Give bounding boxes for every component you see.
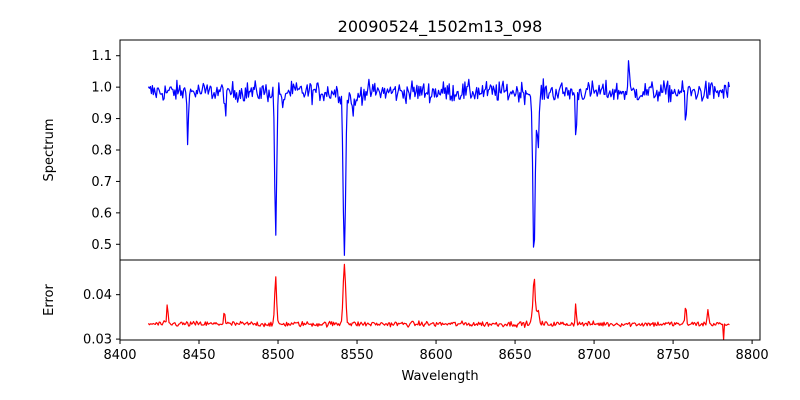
- spectrum-y-axis-label: Spectrum: [42, 119, 57, 182]
- x-tick-label: 8550: [340, 348, 373, 363]
- error-panel: 0.03 0.04 Error: [42, 259, 761, 348]
- x-tick-label: 8800: [736, 348, 769, 363]
- x-axis-label: Wavelength: [401, 369, 478, 384]
- error-y-axis-label: Error: [42, 284, 57, 316]
- x-tick-label: 8650: [499, 348, 532, 363]
- x-tick-label: 8450: [182, 348, 215, 363]
- error-plot-area: [120, 260, 760, 340]
- x-tick-label: 8500: [261, 348, 294, 363]
- spectrum-y-tick-label: 1.0: [91, 81, 112, 96]
- error-y-tick-label: 0.03: [83, 333, 112, 348]
- error-y-ticks: 0.03 0.04: [83, 288, 120, 348]
- spectrum-y-tick-label: 0.6: [91, 206, 112, 221]
- error-y-tick-label: 0.04: [83, 288, 112, 303]
- spectrum-y-tick-label: 0.5: [91, 238, 112, 253]
- x-tick-label: 8700: [578, 348, 611, 363]
- spectrum-panel: 0.5 0.6 0.7 0.8 0.9 1.0 1.1 Spectrum: [42, 39, 761, 261]
- chart-title: 20090524_1502m13_098: [338, 17, 543, 37]
- x-axis-ticks: 8400 8450 8500 8550 8600 8650 8700 8750 8800: [103, 340, 769, 363]
- x-tick-label: 8750: [657, 348, 690, 363]
- spectrum-series-line: [147, 60, 730, 256]
- spectrum-plot-area: [120, 40, 760, 260]
- error-series-line: [147, 263, 730, 341]
- spectrum-y-tick-label: 0.7: [91, 175, 112, 190]
- x-tick-label: 8600: [420, 348, 453, 363]
- spectrum-y-tick-label: 0.9: [91, 112, 112, 127]
- x-tick-label: 8400: [103, 348, 136, 363]
- spectrum-y-ticks: 0.5 0.6 0.7 0.8 0.9 1.0 1.1: [91, 49, 120, 253]
- spectrum-y-tick-label: 1.1: [91, 49, 112, 64]
- spectrum-y-tick-label: 0.8: [91, 144, 112, 159]
- error-axes-frame: [119, 259, 761, 341]
